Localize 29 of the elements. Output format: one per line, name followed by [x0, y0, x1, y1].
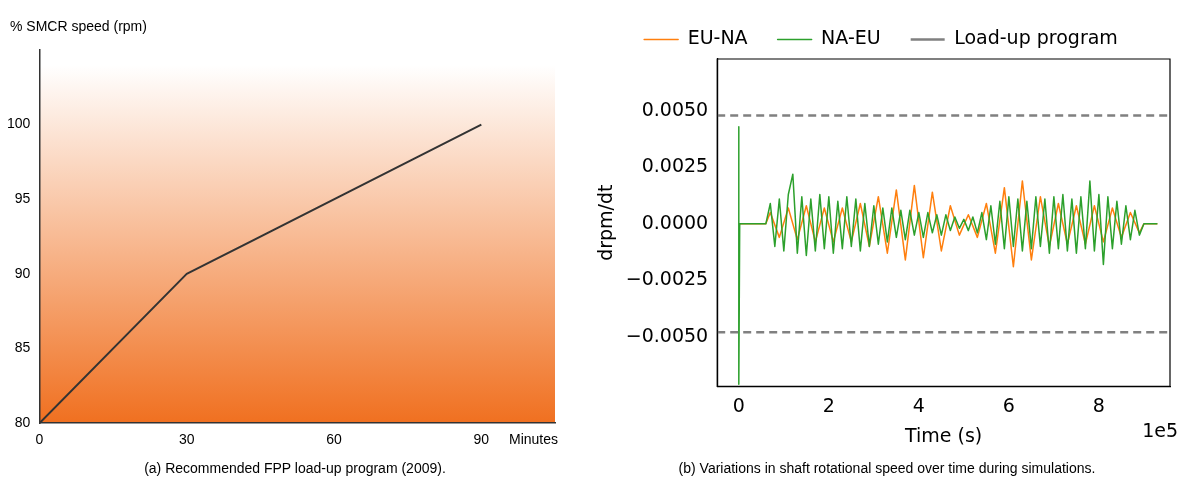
- legend-label: Load-up program: [954, 26, 1118, 49]
- legend-label: NA-EU: [821, 26, 881, 49]
- y-tick-label: 100: [7, 115, 31, 132]
- x-tick-label: 30: [178, 431, 195, 448]
- y-tick-label: 80: [14, 414, 31, 431]
- x-axis-title: Time (s): [903, 423, 983, 446]
- legend-label: EU-NA: [687, 26, 748, 49]
- text: (b) Variations in shaft rotational speed over time during simulations.: [677, 460, 1097, 476]
- x-tick-label: 8: [1092, 393, 1105, 416]
- text: (a) Recommended FPP load-up program (2009).: [143, 460, 447, 476]
- y-tick-label: 95: [14, 190, 31, 207]
- text: 1e5: [1142, 418, 1178, 441]
- y-tick-label: 0.0025: [641, 154, 709, 177]
- y-tick-label: −0.0025: [625, 267, 709, 290]
- y-axis-title: % SMCR speed (rpm): [10, 17, 147, 34]
- x-tick-label: 6: [1002, 393, 1015, 416]
- y-tick-label: 0.0050: [641, 97, 709, 120]
- y-axis-title: drpm/dt: [594, 184, 617, 261]
- x-tick-label: 0: [35, 431, 44, 448]
- x-tick-label: 90: [473, 431, 490, 448]
- x-tick-label: 60: [326, 431, 343, 448]
- y-tick-label: 90: [14, 264, 31, 281]
- y-tick-label: −0.0050: [625, 323, 709, 346]
- x-axis-title: Minutes: [509, 431, 559, 448]
- x-tick-label: 0: [732, 393, 745, 416]
- x-tick-label: 2: [822, 393, 835, 416]
- x-tick-label: 4: [912, 393, 925, 416]
- y-tick-label: 85: [14, 339, 31, 356]
- y-tick-label: 0.0000: [641, 210, 709, 233]
